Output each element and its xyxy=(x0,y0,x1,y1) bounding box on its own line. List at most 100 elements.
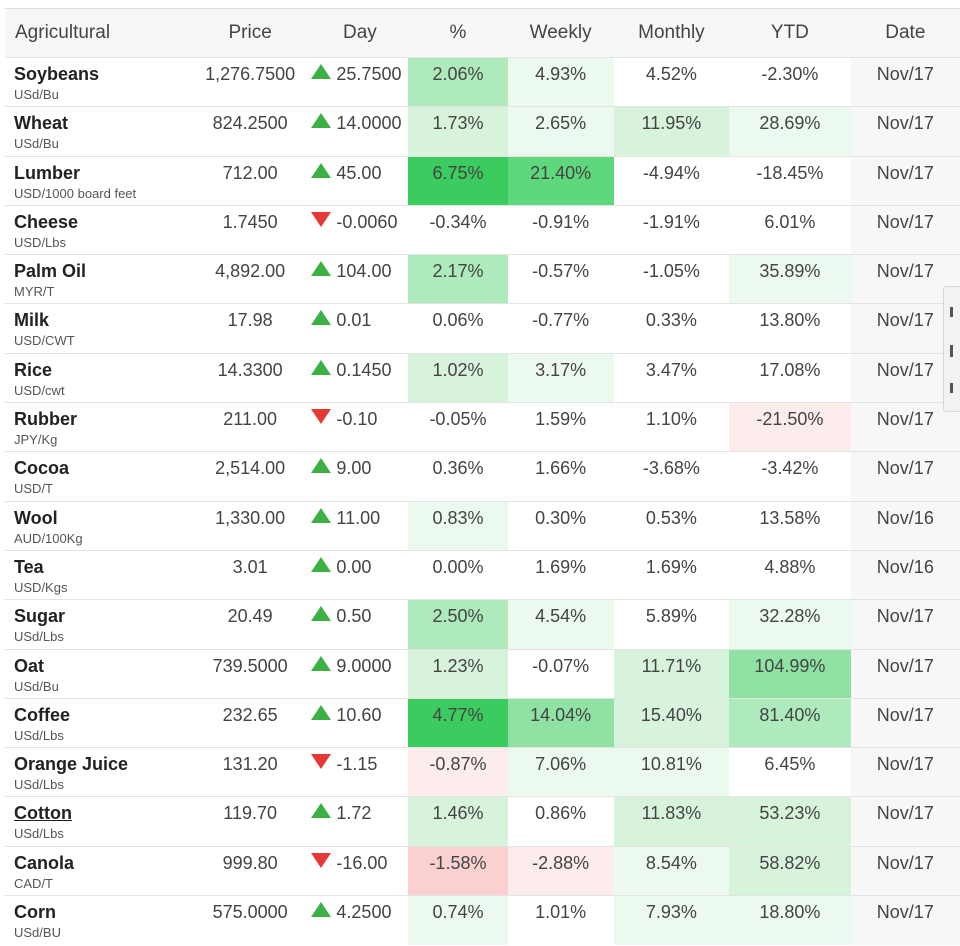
ytd-change-cell: 28.69% xyxy=(729,106,851,157)
day-change-cell: -16.00 xyxy=(311,845,409,896)
pct-change-cell: 4.77% xyxy=(408,697,508,748)
table-row[interactable]: Rubber JPY/Kg 211.00 -0.10 -0.05% 1.59% 1.10% -… xyxy=(5,402,960,452)
commodity-name: Cheese xyxy=(14,211,79,232)
table-row[interactable]: Orange Juice USd/Lbs 131.20 -1.15 -0.87% 7.06… xyxy=(5,747,960,797)
price-cell: 575.0000 xyxy=(188,895,312,945)
day-change-value: 1.72 xyxy=(336,803,372,824)
commodity-unit: USD/cwt xyxy=(14,382,65,398)
day-change-cell: 0.50 xyxy=(311,599,409,650)
commodity-cell: Oat USd/Bu xyxy=(5,648,189,699)
monthly-change-cell: 0.33% xyxy=(613,303,730,354)
commodity-cell: Cotton USd/Lbs xyxy=(5,796,189,847)
monthly-change-cell: -1.91% xyxy=(613,204,730,255)
header-ytd[interactable]: YTD xyxy=(729,8,851,58)
price-cell: 14.3300 xyxy=(188,352,312,403)
table-row[interactable]: Wheat USd/Bu 824.2500 14.0000 1.73% 2.65% 11.9… xyxy=(5,106,960,157)
table-row[interactable]: Sugar USd/Lbs 20.49 0.50 2.50% 4.54% 5.89% 32.2… xyxy=(5,599,960,650)
weekly-change-cell: -2.88% xyxy=(507,845,614,896)
commodity-name: Lumber xyxy=(14,162,81,183)
commodity-unit: USd/Bu xyxy=(14,678,59,694)
commodity-unit: USd/Bu xyxy=(14,136,59,152)
header-agricultural[interactable]: Agricultural xyxy=(5,8,189,58)
side-panel-tab[interactable] xyxy=(943,286,960,412)
pct-change-cell: 0.36% xyxy=(408,451,508,502)
header-percent[interactable]: % xyxy=(408,8,508,58)
day-change-value: 0.1450 xyxy=(336,359,392,380)
weekly-change-cell: -0.91% xyxy=(507,204,614,255)
ytd-change-cell: 53.23% xyxy=(729,796,851,847)
date-cell: Nov/17 xyxy=(850,451,960,502)
price-cell: 1.7450 xyxy=(188,204,312,255)
monthly-change-cell: -1.05% xyxy=(613,254,730,304)
date-cell: Nov/17 xyxy=(850,155,960,206)
ytd-change-cell: 6.45% xyxy=(729,747,851,797)
ytd-change-cell: 35.89% xyxy=(729,254,851,304)
date-cell: Nov/16 xyxy=(850,549,960,600)
pct-change-cell: -0.34% xyxy=(408,204,508,255)
header-day[interactable]: Day xyxy=(311,8,409,58)
table-row[interactable]: Canola CAD/T 999.80 -16.00 -1.58% -2.88% 8.54%… xyxy=(5,845,960,896)
commodity-unit: USD/Lbs xyxy=(14,234,67,250)
pct-change-cell: 0.74% xyxy=(408,895,508,945)
commodity-name[interactable]: Cotton xyxy=(14,803,72,824)
arrow-up-icon xyxy=(311,64,332,79)
table-row[interactable]: Lumber USD/1000 board feet 712.00 45.00 6.75… xyxy=(5,155,960,206)
commodity-cell: Cheese USD/Lbs xyxy=(5,204,189,255)
table-row[interactable]: Cheese USD/Lbs 1.7450 -0.0060 -0.34% -0.91% -1… xyxy=(5,204,960,255)
table-row[interactable]: Wool AUD/100Kg 1,330.00 11.00 0.83% 0.30% 0.53… xyxy=(5,500,960,551)
commodity-cell: Cocoa USD/T xyxy=(5,451,189,502)
monthly-change-cell: 0.53% xyxy=(613,500,730,551)
weekly-change-cell: 14.04% xyxy=(507,697,614,748)
commodity-cell: Wool AUD/100Kg xyxy=(5,500,189,551)
table-row[interactable]: Tea USD/Kgs 3.01 0.00 0.00% 1.69% 1.69% 4.88% No… xyxy=(5,549,960,600)
date-cell: Nov/17 xyxy=(850,796,960,847)
date-cell: Nov/17 xyxy=(850,402,960,452)
commodity-name: Rubber xyxy=(14,409,77,430)
header-price[interactable]: Price xyxy=(188,8,312,58)
weekly-change-cell: 2.65% xyxy=(507,106,614,157)
table-row[interactable]: Soybeans USd/Bu 1,276.7500 25.7500 2.06% 4.93… xyxy=(5,56,960,107)
weekly-change-cell: 3.17% xyxy=(507,352,614,403)
commodity-cell: Wheat USd/Bu xyxy=(5,106,189,157)
header-date[interactable]: Date xyxy=(850,8,960,58)
day-change-cell: 25.7500 xyxy=(311,56,409,107)
header-monthly[interactable]: Monthly xyxy=(613,8,730,58)
table-row[interactable]: Cotton USd/Lbs 119.70 1.72 1.46% 0.86% 11.83% 5… xyxy=(5,796,960,847)
price-cell: 4,892.00 xyxy=(188,254,312,304)
table-row[interactable]: Coffee USd/Lbs 232.65 10.60 4.77% 14.04% 15.40… xyxy=(5,697,960,748)
commodity-unit: USd/Bu xyxy=(14,87,59,102)
commodity-cell: Rice USD/cwt xyxy=(5,352,189,403)
day-change-cell: 0.00 xyxy=(311,549,409,600)
commodity-unit: USD/T xyxy=(14,481,53,497)
day-change-cell: 0.01 xyxy=(311,303,409,354)
commodity-cell: Soybeans USd/Bu xyxy=(5,56,189,107)
day-change-value: -0.10 xyxy=(336,409,378,430)
day-change-value: -16.00 xyxy=(336,852,388,873)
day-change-value: 14.0000 xyxy=(336,113,402,134)
day-change-cell: -0.0060 xyxy=(311,204,409,255)
pct-change-cell: -1.58% xyxy=(408,845,508,896)
ytd-change-cell: 17.08% xyxy=(729,352,851,403)
commodity-name: Tea xyxy=(14,556,44,577)
table-row[interactable]: Milk USD/CWT 17.98 0.01 0.06% -0.77% 0.33% 13.8… xyxy=(5,303,960,354)
day-change-value: 10.60 xyxy=(336,704,382,725)
table-row[interactable]: Corn USd/BU 575.0000 4.2500 0.74% 1.01% 7.93% 1… xyxy=(5,895,960,945)
day-change-value: -0.0060 xyxy=(336,211,398,232)
commodity-unit: MYR/T xyxy=(14,284,55,300)
weekly-change-cell: -0.07% xyxy=(507,648,614,699)
day-change-cell: 104.00 xyxy=(311,254,409,304)
date-cell: Nov/17 xyxy=(850,303,960,354)
day-change-cell: 9.0000 xyxy=(311,648,409,699)
table-row[interactable]: Oat USd/Bu 739.5000 9.0000 1.23% -0.07% 11.71%… xyxy=(5,648,960,699)
ytd-change-cell: -18.45% xyxy=(729,155,851,206)
table-row[interactable]: Cocoa USD/T 2,514.00 9.00 0.36% 1.66% -3.68% -3… xyxy=(5,451,960,502)
table-row[interactable]: Rice USD/cwt 14.3300 0.1450 1.02% 3.17% 3.47% 1… xyxy=(5,352,960,403)
ytd-change-cell: -3.42% xyxy=(729,451,851,502)
monthly-change-cell: -3.68% xyxy=(613,451,730,502)
arrow-up-icon xyxy=(311,359,332,375)
header-weekly[interactable]: Weekly xyxy=(507,8,614,58)
table-row[interactable]: Palm Oil MYR/T 4,892.00 104.00 2.17% -0.57% -1… xyxy=(5,254,960,304)
commodity-unit: USd/BU xyxy=(14,925,61,941)
monthly-change-cell: 7.93% xyxy=(613,895,730,945)
day-change-value: 9.0000 xyxy=(336,655,392,676)
